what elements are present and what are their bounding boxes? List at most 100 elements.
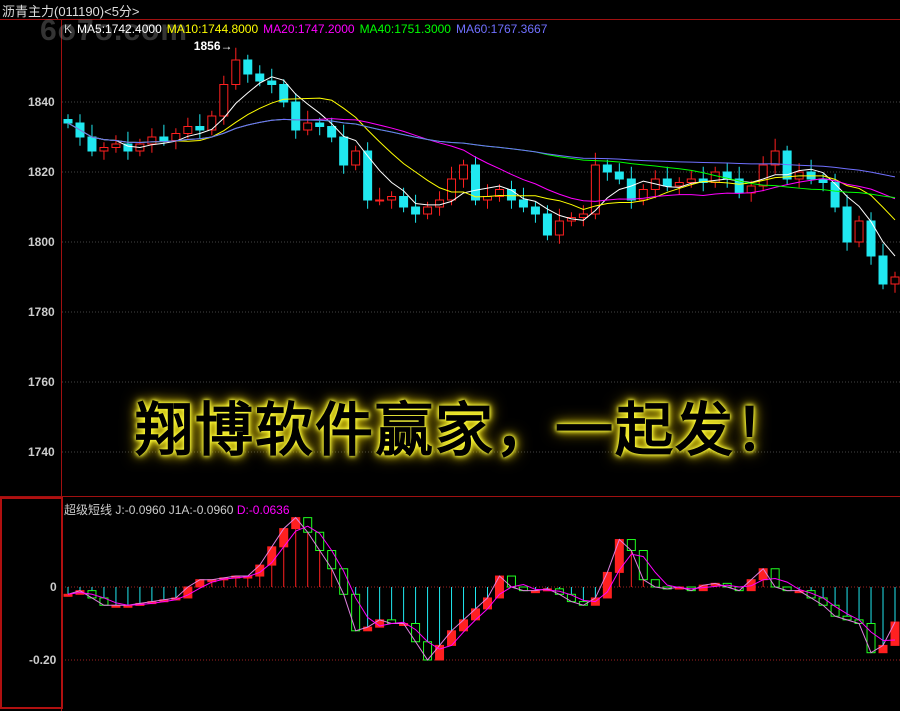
- y-tick-label: 1740: [28, 445, 55, 459]
- candle-body: [758, 164, 768, 187]
- y-tick-label: 1840: [28, 95, 55, 109]
- indicator-bar: [626, 539, 636, 551]
- candle-body: [854, 220, 864, 243]
- indicator-bar: [818, 597, 828, 606]
- indicator-bar: [351, 593, 361, 632]
- candle-body: [686, 178, 696, 183]
- candle-body: [626, 178, 636, 201]
- indicator-bar: [195, 579, 205, 588]
- divider: [0, 19, 900, 20]
- candle-body: [459, 164, 469, 180]
- ma-legend: K MA5:1742.4000 MA10:1744.8000 MA20:1747.20…: [64, 22, 552, 36]
- candle-body: [506, 189, 516, 201]
- indicator-bar: [279, 528, 289, 548]
- high-price-marker: 1856→: [194, 39, 233, 53]
- candle-body: [423, 206, 433, 215]
- candle-body: [494, 189, 504, 197]
- indicator-bar: [770, 568, 780, 588]
- candle-body: [255, 73, 265, 82]
- candle-body: [279, 84, 289, 103]
- ma5-line: [67, 76, 896, 257]
- candle-body: [183, 126, 193, 134]
- candle-body: [291, 101, 301, 131]
- y-tick-label: 1820: [28, 165, 55, 179]
- slogan-overlay: 翔博软件赢家，一起发！: [135, 396, 796, 464]
- indicator-bar: [890, 621, 900, 646]
- candle-body: [87, 136, 97, 152]
- candle-body: [399, 196, 409, 208]
- legend-ma5: MA5:1742.4000: [77, 22, 162, 36]
- candle-body: [219, 84, 229, 117]
- candle-body: [195, 126, 205, 131]
- candle-body: [339, 136, 349, 166]
- indicator-bar: [447, 630, 457, 646]
- candle-body: [590, 164, 600, 215]
- candle-body: [698, 178, 708, 183]
- candle-body: [518, 199, 528, 208]
- indicator-legend: 超级短线 J:-0.0960 J1A:-0.0960 D:-0.0636: [64, 501, 290, 518]
- legend-ma60: MA60:1767.3667: [455, 22, 548, 36]
- candle-body: [530, 206, 540, 215]
- indicator-bar: [471, 608, 481, 621]
- indicator-bar: [339, 568, 349, 595]
- candle-body: [231, 59, 241, 85]
- indicator-bar: [638, 550, 648, 581]
- candle-body: [387, 196, 397, 201]
- candle-body: [435, 199, 445, 208]
- indicator-bar: [758, 568, 768, 581]
- indicator-bar: [327, 550, 337, 570]
- candle-body: [447, 178, 457, 201]
- indicator-axis-box: [0, 497, 63, 709]
- candle-body: [327, 126, 337, 138]
- candle-body: [662, 178, 672, 187]
- d-line: [67, 525, 896, 650]
- indicator-bar: [866, 623, 876, 654]
- chart-title: 沥青主力(011190)<5分>: [2, 4, 140, 19]
- candle-body: [878, 255, 888, 285]
- candle-body: [842, 206, 852, 243]
- legend-ma20: MA20:1747.2000: [263, 22, 355, 36]
- y-tick-label: 1780: [28, 305, 55, 319]
- legend-ma40: MA40:1751.3000: [359, 22, 451, 36]
- candle-body: [267, 80, 277, 85]
- indicator-bar: [614, 539, 624, 573]
- indicator-bar: [63, 593, 73, 597]
- candle-body: [99, 147, 109, 152]
- indicator-bar: [291, 517, 301, 530]
- indicator-bar: [303, 517, 313, 533]
- y-tick-label: 1800: [28, 235, 55, 249]
- candle-body: [315, 122, 325, 127]
- candle-body: [578, 213, 588, 218]
- candle-body: [243, 59, 253, 75]
- ma10-line: [67, 97, 896, 221]
- indicator-tick-label: 0: [50, 580, 57, 594]
- candle-body: [614, 171, 624, 180]
- candle-body: [638, 189, 648, 201]
- indicator-bar: [482, 597, 492, 610]
- candle-body: [602, 164, 612, 173]
- candle-body: [111, 143, 121, 148]
- candle-body: [890, 276, 900, 285]
- indicator-bar: [746, 579, 756, 592]
- candle-body: [411, 206, 421, 215]
- candle-body: [363, 150, 373, 201]
- ma60-line: [67, 118, 896, 178]
- candle-body: [351, 150, 361, 166]
- j-line: [67, 516, 896, 661]
- indicator-bar: [650, 579, 660, 588]
- candle-body: [554, 220, 564, 236]
- indicator-name: 超级短线: [64, 503, 113, 517]
- legend-ma10: MA10:1744.8000: [166, 22, 259, 36]
- indicator-j: J:-0.0960: [115, 503, 166, 517]
- axis-divider: [61, 19, 62, 711]
- candle-body: [159, 136, 169, 141]
- candle-body: [542, 213, 552, 236]
- indicator-tick-label: -0.20: [29, 653, 57, 667]
- candle-body: [674, 182, 684, 187]
- indicator-bar: [506, 575, 516, 588]
- pane-divider: [0, 496, 900, 497]
- legend-k: K: [64, 22, 73, 36]
- candle-body: [770, 150, 780, 166]
- candle-body: [375, 199, 385, 202]
